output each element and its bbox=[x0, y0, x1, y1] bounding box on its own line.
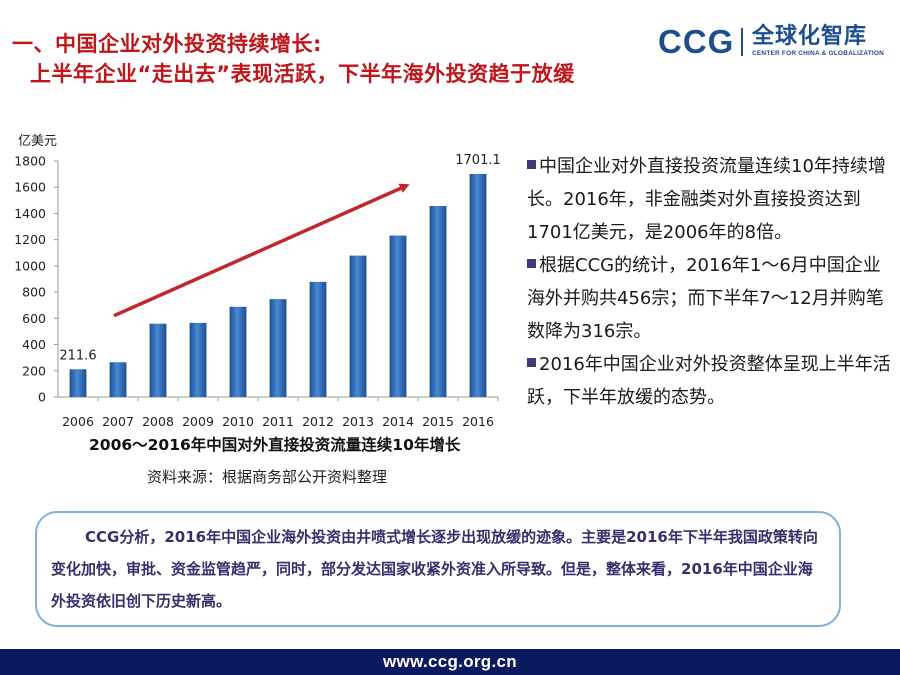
data-label-2016: 1701.1 bbox=[455, 153, 501, 168]
x-tick-label-2013: 2013 bbox=[342, 414, 374, 429]
slide-title-line-1: 一、中国企业对外投资持续增长: bbox=[12, 32, 322, 56]
bar-2014 bbox=[389, 235, 407, 397]
bullet-text: 根据CCG的统计，2016年1～6月中国企业海外并购共456宗；而下半年7～12… bbox=[527, 255, 884, 342]
bullet-square-icon bbox=[527, 160, 536, 169]
ccg-analysis-text: CCG分析，2016年中国企业海外投资由井喷式增长逐步出现放缓的迹象。主要是20… bbox=[51, 528, 818, 610]
y-tick-label: 1000 bbox=[14, 258, 46, 273]
ccg-logo: CCG 全球化智库 CENTER FOR CHINA & GLOBALIZATI… bbox=[658, 24, 890, 60]
fdi-bar-chart: 亿美元 0 200 400 600 800 1000 1200 1400 1600 1800 2006… bbox=[14, 134, 501, 429]
bar-2011 bbox=[269, 299, 287, 397]
data-label-2006: 211.6 bbox=[59, 348, 96, 363]
bar-2007 bbox=[109, 362, 127, 397]
chart-source-note: 资料来源：根据商务部公开资料整理 bbox=[147, 468, 388, 486]
footer-bar: www.ccg.org.cn bbox=[0, 649, 900, 675]
x-tick-label-2008: 2008 bbox=[142, 414, 174, 429]
bar-2010 bbox=[229, 306, 247, 397]
logo-chinese-name: 全球化智库 bbox=[752, 24, 868, 49]
bar-2008 bbox=[149, 323, 167, 397]
bar-2009 bbox=[189, 322, 207, 397]
x-tick-label-2011: 2011 bbox=[262, 414, 294, 429]
bar-2016 bbox=[469, 173, 487, 397]
bullet-list: 中国企业对外直接投资流量连续10年持续增长。2016年，非金融类对外直接投资达到… bbox=[527, 150, 892, 414]
y-tick-label: 200 bbox=[22, 363, 46, 378]
x-tick-label-2006: 2006 bbox=[62, 414, 94, 429]
x-tick-label-2016: 2016 bbox=[462, 414, 494, 429]
x-tick-label-2012: 2012 bbox=[302, 414, 334, 429]
bullet-text: 2016年中国企业对外投资整体呈现上半年活跃，下半年放缓的态势。 bbox=[527, 354, 891, 408]
bullet-square-icon bbox=[527, 259, 536, 268]
bar-2013 bbox=[349, 255, 367, 397]
bullet-item-1: 中国企业对外直接投资流量连续10年持续增长。2016年，非金融类对外直接投资达到… bbox=[527, 150, 892, 249]
y-tick-label: 1400 bbox=[14, 206, 46, 221]
bullet-item-2: 根据CCG的统计，2016年1～6月中国企业海外并购共456宗；而下半年7～12… bbox=[527, 249, 892, 348]
x-tick-label-2014: 2014 bbox=[382, 414, 414, 429]
y-tick-label: 400 bbox=[22, 337, 46, 352]
footer-website-link[interactable]: www.ccg.org.cn bbox=[383, 652, 517, 671]
y-tick-label: 800 bbox=[22, 285, 46, 300]
bar-2012 bbox=[309, 281, 327, 397]
trend-arrow bbox=[113, 183, 410, 318]
x-tick-label-2007: 2007 bbox=[102, 414, 134, 429]
chart-title: 2006～2016年中国对外直接投资流量连续10年增长 bbox=[89, 436, 461, 454]
bar-2015 bbox=[429, 206, 447, 397]
y-tick-label: 1200 bbox=[14, 232, 46, 247]
bullet-item-3: 2016年中国企业对外投资整体呈现上半年活跃，下半年放缓的态势。 bbox=[527, 348, 892, 414]
y-tick-label: 600 bbox=[22, 311, 46, 326]
logo-ccg-text: CCG bbox=[658, 23, 735, 60]
x-tick-label-2010: 2010 bbox=[222, 414, 254, 429]
y-axis-label: 亿美元 bbox=[18, 134, 57, 149]
x-tick-label-2015: 2015 bbox=[422, 414, 454, 429]
bar-2006 bbox=[69, 369, 87, 397]
ccg-analysis-box: CCG分析，2016年中国企业海外投资由井喷式增长逐步出现放缓的迹象。主要是20… bbox=[35, 511, 841, 627]
y-tick-label: 1600 bbox=[14, 180, 46, 195]
logo-separator bbox=[741, 28, 743, 56]
bullet-square-icon bbox=[527, 358, 536, 367]
slide-title-line-2: 上半年企业“走出去”表现活跃，下半年海外投资趋于放缓 bbox=[30, 62, 575, 86]
logo-english-name: CENTER FOR CHINA & GLOBALIZATION bbox=[752, 50, 885, 57]
y-tick-label: 0 bbox=[38, 390, 46, 405]
y-tick-label: 1800 bbox=[14, 154, 46, 169]
x-tick-label-2009: 2009 bbox=[182, 414, 214, 429]
bullet-text: 中国企业对外直接投资流量连续10年持续增长。2016年，非金融类对外直接投资达到… bbox=[527, 156, 886, 243]
